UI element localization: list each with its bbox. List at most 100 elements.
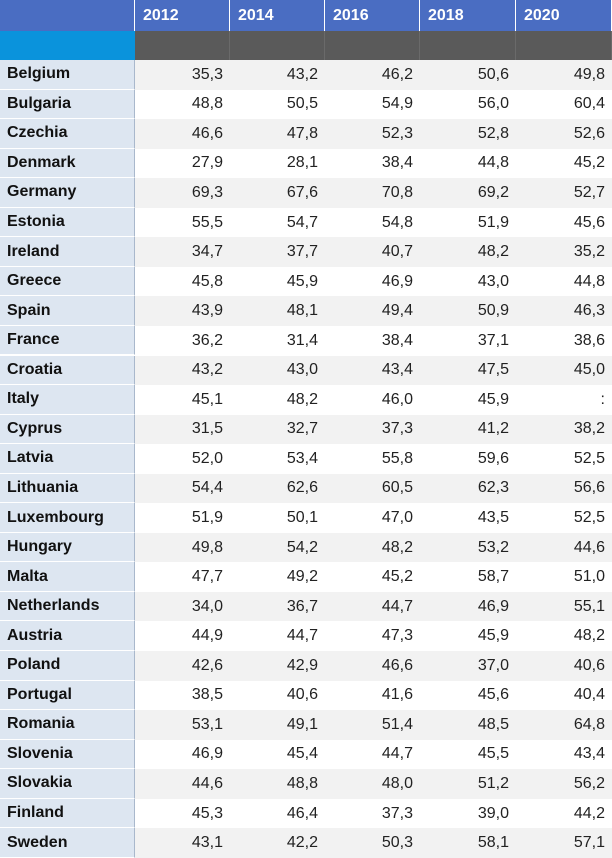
value-cell: 45,9 xyxy=(420,385,516,415)
value-cell: 45,2 xyxy=(325,562,420,592)
value-cell: 56,6 xyxy=(516,473,612,504)
value-cell: 51,9 xyxy=(420,207,516,238)
value-cell: 60,4 xyxy=(516,89,612,120)
value-cell: 47,5 xyxy=(420,355,516,386)
value-cell: 45,4 xyxy=(230,739,325,770)
value-cell: 59,6 xyxy=(420,444,516,474)
value-cell: 47,7 xyxy=(135,562,230,592)
value-cell: 40,7 xyxy=(325,237,420,267)
value-cell: 44,8 xyxy=(516,266,612,297)
column-header: 2014 xyxy=(230,0,325,31)
value-cell: 43,2 xyxy=(230,60,325,90)
value-cell: 51,4 xyxy=(325,710,420,740)
value-cell: 45,3 xyxy=(135,798,230,829)
value-cell: 53,2 xyxy=(420,532,516,563)
row-label: France xyxy=(0,325,135,356)
value-cell: 43,2 xyxy=(135,355,230,386)
value-cell: 49,1 xyxy=(230,710,325,740)
value-cell: 37,3 xyxy=(325,798,420,829)
value-cell: 57,1 xyxy=(516,828,612,858)
value-cell: 51,2 xyxy=(420,769,516,799)
value-cell: 37,1 xyxy=(420,325,516,356)
value-cell: 48,8 xyxy=(230,769,325,799)
row-label: Greece xyxy=(0,266,135,297)
value-cell: 27,9 xyxy=(135,148,230,179)
value-cell: 42,6 xyxy=(135,651,230,681)
value-cell: 45,9 xyxy=(420,621,516,651)
value-cell: 69,2 xyxy=(420,178,516,208)
value-cell: 50,5 xyxy=(230,89,325,120)
value-cell: 52,5 xyxy=(516,503,612,533)
value-cell: 34,7 xyxy=(135,237,230,267)
value-cell: 46,6 xyxy=(325,651,420,681)
value-cell: 51,9 xyxy=(135,503,230,533)
header-corner xyxy=(0,0,135,31)
value-cell: 46,9 xyxy=(420,591,516,622)
value-cell: 45,1 xyxy=(135,385,230,415)
value-cell: 67,6 xyxy=(230,178,325,208)
value-cell: 37,0 xyxy=(420,651,516,681)
header-band xyxy=(420,31,516,60)
value-cell: 54,4 xyxy=(135,473,230,504)
value-cell: 50,1 xyxy=(230,503,325,533)
value-cell: 49,8 xyxy=(516,60,612,90)
value-cell: 56,0 xyxy=(420,89,516,120)
value-cell: 51,0 xyxy=(516,562,612,592)
value-cell: 52,0 xyxy=(135,444,230,474)
value-cell: 42,9 xyxy=(230,651,325,681)
value-cell: 50,6 xyxy=(420,60,516,90)
value-cell: 38,2 xyxy=(516,414,612,445)
value-cell: 52,5 xyxy=(516,444,612,474)
header-band xyxy=(0,31,135,60)
value-cell: 45,9 xyxy=(230,266,325,297)
value-cell: 35,2 xyxy=(516,237,612,267)
value-cell: 64,8 xyxy=(516,710,612,740)
value-cell: 55,1 xyxy=(516,591,612,622)
value-cell: 55,5 xyxy=(135,207,230,238)
value-cell: 43,4 xyxy=(516,739,612,770)
value-cell: 41,2 xyxy=(420,414,516,445)
value-cell: 40,6 xyxy=(516,651,612,681)
row-label: Ireland xyxy=(0,237,135,267)
row-label: Sweden xyxy=(0,828,135,858)
value-cell: 46,9 xyxy=(135,739,230,770)
value-cell: 36,7 xyxy=(230,591,325,622)
value-cell: 45,2 xyxy=(516,148,612,179)
row-label: Slovenia xyxy=(0,739,135,770)
value-cell: 56,2 xyxy=(516,769,612,799)
value-cell: 43,0 xyxy=(420,266,516,297)
value-cell: 53,4 xyxy=(230,444,325,474)
value-cell: 58,7 xyxy=(420,562,516,592)
value-cell: 43,0 xyxy=(230,355,325,386)
value-cell: 44,7 xyxy=(325,591,420,622)
value-cell: 48,2 xyxy=(230,385,325,415)
row-label: Germany xyxy=(0,178,135,208)
value-cell: 48,2 xyxy=(325,532,420,563)
value-cell: 49,8 xyxy=(135,532,230,563)
value-cell: 69,3 xyxy=(135,178,230,208)
value-cell: 40,4 xyxy=(516,680,612,711)
row-label: Romania xyxy=(0,710,135,740)
value-cell: 46,4 xyxy=(230,798,325,829)
value-cell: 46,3 xyxy=(516,296,612,326)
value-cell: 41,6 xyxy=(325,680,420,711)
value-cell: 43,9 xyxy=(135,296,230,326)
row-label: Czechia xyxy=(0,119,135,149)
value-cell: 49,4 xyxy=(325,296,420,326)
value-cell: 48,2 xyxy=(516,621,612,651)
value-cell: 52,3 xyxy=(325,119,420,149)
value-cell: 45,0 xyxy=(516,355,612,386)
value-cell: 28,1 xyxy=(230,148,325,179)
value-cell: 46,6 xyxy=(135,119,230,149)
header-band xyxy=(135,31,230,60)
value-cell: 60,5 xyxy=(325,473,420,504)
value-cell: 48,1 xyxy=(230,296,325,326)
value-cell: 47,8 xyxy=(230,119,325,149)
value-cell: 54,2 xyxy=(230,532,325,563)
value-cell: 52,7 xyxy=(516,178,612,208)
value-cell: 58,1 xyxy=(420,828,516,858)
row-label: Netherlands xyxy=(0,591,135,622)
value-cell: 44,7 xyxy=(325,739,420,770)
row-label: Spain xyxy=(0,296,135,326)
